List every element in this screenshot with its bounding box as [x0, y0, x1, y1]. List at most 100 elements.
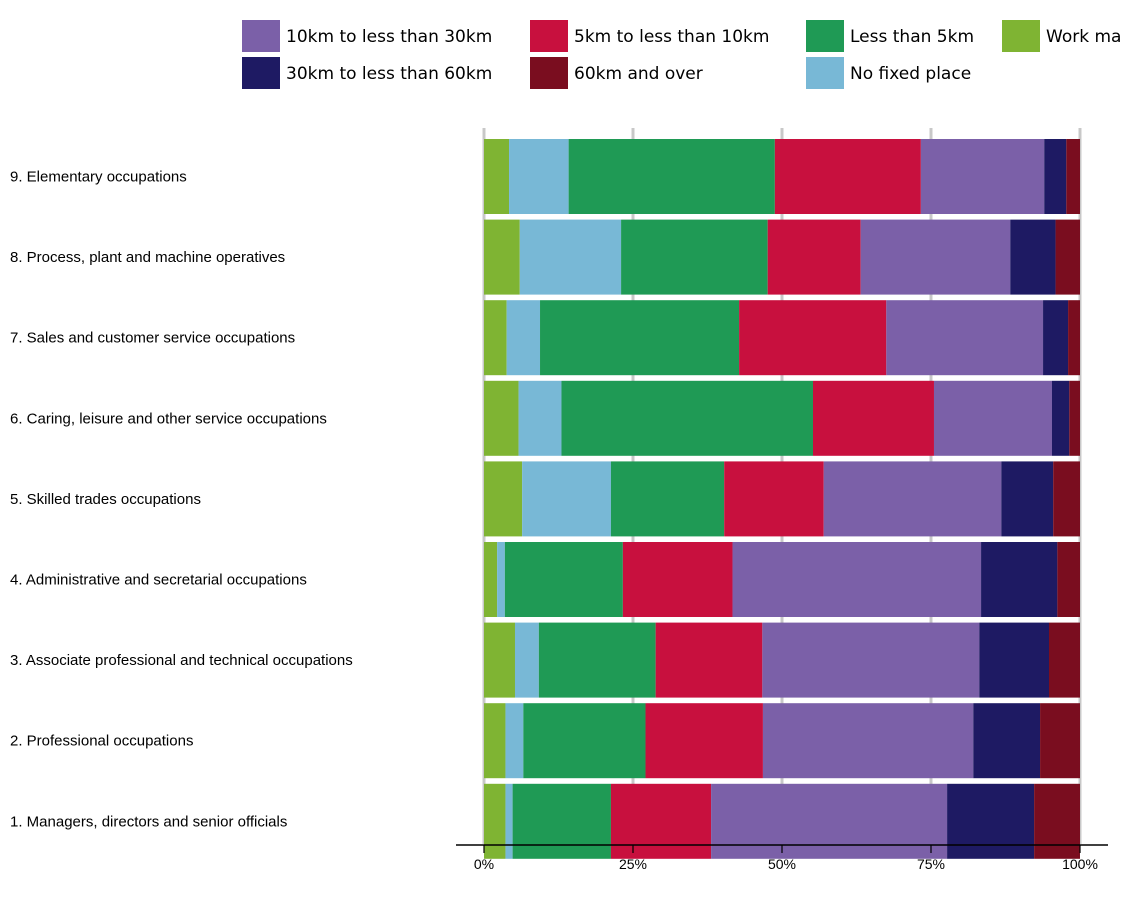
legend-label: No fixed place	[850, 64, 971, 84]
x-axis: 0% 25% 50% 75% 100%	[456, 844, 1108, 872]
bar-segment-30km-to-less-than-60km	[1010, 219, 1056, 295]
category-label: 5. Skilled trades occupations	[10, 491, 201, 508]
bar-segment-10km-to-less-than-30km	[886, 300, 1044, 376]
legend-label: 60km and over	[574, 64, 703, 84]
bar-segment-no-fixed-place	[505, 783, 513, 859]
category-label: 9. Elementary occupations	[10, 169, 187, 186]
bar-row-1	[484, 139, 1080, 214]
bar-segment-less-than-5km	[561, 380, 813, 456]
bar-row-2	[484, 219, 1080, 295]
category-label: 6. Caring, leisure and other service occ…	[10, 410, 327, 427]
bar-segment-10km-to-less-than-30km	[920, 139, 1045, 214]
bar-segment-less-than-5km	[538, 622, 656, 698]
bar-segment-60km-and-over	[1034, 783, 1080, 859]
legend-swatch	[530, 57, 568, 89]
bar-segment-30km-to-less-than-60km	[979, 622, 1050, 698]
bar-segment-5km-to-less-than-10km	[622, 542, 733, 617]
legend-label: Less than 5km	[850, 27, 974, 47]
bar-segment-30km-to-less-than-60km	[1043, 300, 1069, 376]
x-tick-label: 100%	[1062, 856, 1098, 872]
legend-label: 5km to less than 10km	[574, 27, 769, 47]
bar-segment-60km-and-over	[1066, 139, 1080, 214]
bar-segment-5km-to-less-than-10km	[655, 622, 763, 698]
bar-segment-less-than-5km	[568, 139, 775, 214]
category-label: 7. Sales and customer service occupation…	[10, 330, 295, 347]
legend-swatch	[242, 20, 280, 52]
bar-segment-5km-to-less-than-10km	[610, 783, 712, 859]
bar-segment-work-ma	[484, 703, 506, 779]
bar-row-4	[484, 380, 1080, 456]
bar-row-3	[484, 300, 1080, 376]
legend: 10km to less than 30km 5km to less than 1…	[242, 20, 1121, 89]
bar-segment-10km-to-less-than-30km	[711, 783, 948, 859]
bar-row-9	[484, 783, 1080, 859]
bar-segment-30km-to-less-than-60km	[981, 542, 1058, 617]
bar-segment-less-than-5km	[540, 300, 740, 376]
bar-segment-no-fixed-place	[506, 300, 541, 376]
legend-item-60km-and-over: 60km and over	[530, 57, 703, 89]
bar-row-5	[484, 461, 1080, 537]
bar-segment-60km-and-over	[1053, 461, 1080, 537]
bar-segment-10km-to-less-than-30km	[860, 219, 1011, 295]
category-label: 3. Associate professional and technical …	[10, 652, 353, 669]
bar-segment-5km-to-less-than-10km	[767, 219, 861, 295]
bar-segment-less-than-5km	[504, 542, 623, 617]
bar-segment-5km-to-less-than-10km	[774, 139, 921, 214]
bar-segment-work-ma	[484, 622, 515, 698]
bar-segment-work-ma	[484, 461, 523, 537]
bar-segment-no-fixed-place	[505, 703, 524, 779]
x-tick-label: 25%	[619, 856, 647, 872]
legend-item-work-ma: Work ma	[1002, 20, 1121, 52]
legend-item-10km-to-less-than-30km: 10km to less than 30km	[242, 20, 492, 52]
bar-segment-no-fixed-place	[519, 219, 622, 295]
legend-swatch	[242, 57, 280, 89]
bar-segment-no-fixed-place	[522, 461, 611, 537]
bar-segment-10km-to-less-than-30km	[823, 461, 1002, 537]
bar-segment-30km-to-less-than-60km	[1044, 139, 1067, 214]
bar-row-8	[484, 703, 1080, 779]
bar-segment-10km-to-less-than-30km	[762, 622, 980, 698]
bar-segment-work-ma	[484, 139, 510, 214]
bar-row-6	[484, 542, 1080, 617]
bar-segment-less-than-5km	[621, 219, 768, 295]
bar-segment-10km-to-less-than-30km	[762, 703, 974, 779]
category-label: 4. Administrative and secretarial occupa…	[10, 572, 307, 589]
category-label: 8. Process, plant and machine operatives	[10, 249, 285, 266]
x-tick-label: 50%	[768, 856, 796, 872]
legend-swatch	[530, 20, 568, 52]
bar-row-7	[484, 622, 1080, 698]
bar-segment-30km-to-less-than-60km	[1051, 380, 1070, 456]
legend-swatch	[806, 57, 844, 89]
legend-label: 30km to less than 60km	[286, 64, 492, 84]
legend-item-5km-to-less-than-10km: 5km to less than 10km	[530, 20, 769, 52]
bar-segment-work-ma	[484, 300, 507, 376]
x-tick-label: 0%	[474, 856, 494, 872]
bar-segment-60km-and-over	[1055, 219, 1080, 295]
bar-segment-60km-and-over	[1069, 380, 1080, 456]
bar-segment-5km-to-less-than-10km	[724, 461, 824, 537]
legend-swatch	[1002, 20, 1040, 52]
bar-segment-60km-and-over	[1057, 542, 1080, 617]
bars	[484, 139, 1080, 859]
bar-segment-less-than-5km	[610, 461, 725, 537]
legend-item-less-than-5km: Less than 5km	[806, 20, 974, 52]
category-label: 2. Professional occupations	[10, 733, 193, 750]
legend-item-30km-to-less-than-60km: 30km to less than 60km	[242, 57, 492, 89]
bar-segment-work-ma	[484, 783, 506, 859]
bar-segment-no-fixed-place	[497, 542, 505, 617]
bar-segment-less-than-5km	[523, 703, 646, 779]
bar-segment-60km-and-over	[1068, 300, 1080, 376]
bar-segment-no-fixed-place	[514, 622, 539, 698]
legend-label: 10km to less than 30km	[286, 27, 492, 47]
category-label: 1. Managers, directors and senior offici…	[10, 813, 287, 830]
bar-segment-work-ma	[484, 542, 498, 617]
bar-segment-10km-to-less-than-30km	[732, 542, 982, 617]
bar-segment-10km-to-less-than-30km	[933, 380, 1052, 456]
legend-swatch	[806, 20, 844, 52]
bar-segment-5km-to-less-than-10km	[812, 380, 934, 456]
legend-label: Work ma	[1046, 27, 1121, 47]
bar-segment-5km-to-less-than-10km	[645, 703, 763, 779]
legend-item-no-fixed-place: No fixed place	[806, 57, 971, 89]
bar-segment-work-ma	[484, 219, 520, 295]
